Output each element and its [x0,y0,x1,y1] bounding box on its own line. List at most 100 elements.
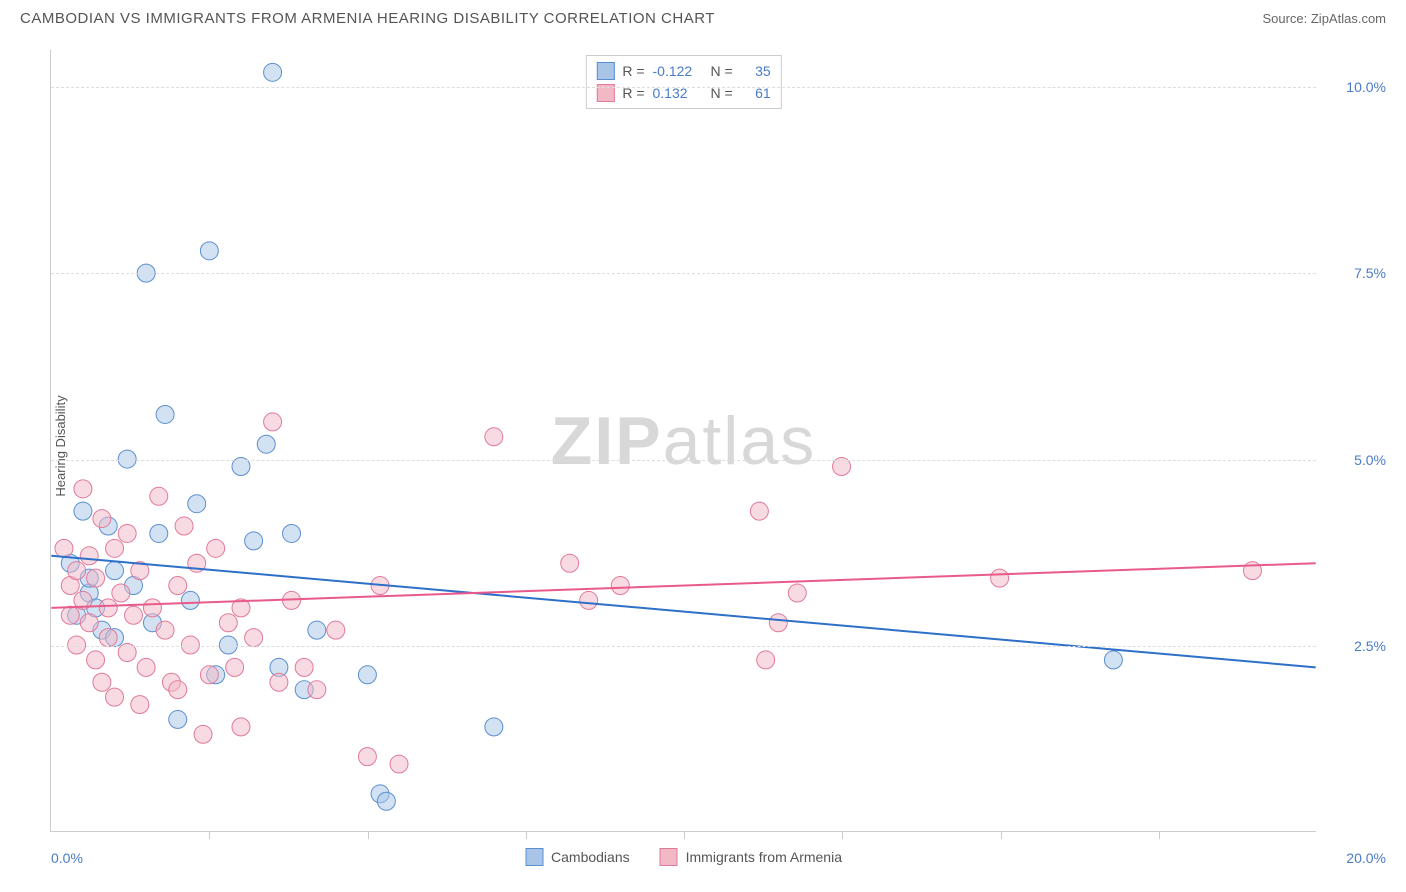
data-point [308,681,326,699]
x-axis-max-label: 20.0% [1346,850,1386,866]
data-point [194,725,212,743]
legend-swatch [596,62,614,80]
data-point [1104,651,1122,669]
data-point [74,480,92,498]
data-point [131,696,149,714]
data-point [80,547,98,565]
data-point [561,554,579,572]
legend-row: R = 0.132 N = 61 [596,82,770,104]
r-label: R = [622,63,644,79]
data-point [156,405,174,423]
source-attribution: Source: ZipAtlas.com [1262,11,1386,26]
x-tick [684,831,685,839]
data-point [87,569,105,587]
data-point [150,524,168,542]
data-point [93,673,111,691]
y-tick-label: 2.5% [1354,638,1386,654]
data-point [757,651,775,669]
data-point [245,629,263,647]
series-name: Cambodians [551,849,630,865]
series-name: Immigrants from Armenia [686,849,842,865]
data-point [580,591,598,609]
series-legend-item: Immigrants from Armenia [660,848,842,866]
data-point [327,621,345,639]
data-point [68,562,86,580]
x-tick [368,831,369,839]
gridline [51,646,1316,647]
data-point [87,651,105,669]
data-point [769,614,787,632]
data-point [485,718,503,736]
data-point [137,658,155,676]
data-point [991,569,1009,587]
data-point [106,688,124,706]
series-legend-item: Cambodians [525,848,630,866]
data-point [295,658,313,676]
data-point [226,658,244,676]
data-point [80,614,98,632]
data-point [169,710,187,728]
data-point [175,517,193,535]
correlation-legend: R = -0.122 N = 35 R = 0.132 N = 61 [585,55,781,109]
legend-row: R = -0.122 N = 35 [596,60,770,82]
legend-swatch [525,848,543,866]
data-point [93,510,111,528]
x-tick [1159,831,1160,839]
data-point [106,539,124,557]
data-point [358,666,376,684]
data-point [232,718,250,736]
data-point [219,614,237,632]
data-point [358,748,376,766]
series-legend: Cambodians Immigrants from Armenia [525,848,842,866]
r-value: -0.122 [653,63,703,79]
data-point [112,584,130,602]
data-point [788,584,806,602]
data-point [270,673,288,691]
data-point [264,63,282,81]
data-point [611,577,629,595]
data-point [188,495,206,513]
x-tick [209,831,210,839]
gridline [51,460,1316,461]
data-point [118,524,136,542]
data-point [377,792,395,810]
data-point [169,577,187,595]
data-point [264,413,282,431]
data-point [308,621,326,639]
data-point [169,681,187,699]
data-point [150,487,168,505]
gridline [51,273,1316,274]
x-tick [842,831,843,839]
x-tick [1001,831,1002,839]
data-point [200,666,218,684]
data-point [485,428,503,446]
data-point [207,539,225,557]
data-point [55,539,73,557]
chart-title: CAMBODIAN VS IMMIGRANTS FROM ARMENIA HEA… [20,10,715,27]
x-tick [526,831,527,839]
y-tick-label: 10.0% [1346,79,1386,95]
data-point [143,599,161,617]
data-point [61,606,79,624]
data-point [750,502,768,520]
data-point [283,524,301,542]
data-point [74,502,92,520]
data-point [99,599,117,617]
x-axis-min-label: 0.0% [51,850,83,866]
data-point [125,606,143,624]
n-label: N = [711,63,733,79]
chart-plot-area: ZIPatlas R = -0.122 N = 35 R = 0.132 N =… [50,50,1316,832]
data-point [200,242,218,260]
data-point [390,755,408,773]
n-value: 35 [741,63,771,79]
data-point [99,629,117,647]
scatter-plot-svg [51,50,1316,831]
y-tick-label: 5.0% [1354,452,1386,468]
legend-swatch [660,848,678,866]
trend-line [51,563,1315,608]
data-point [106,562,124,580]
data-point [257,435,275,453]
y-tick-label: 7.5% [1354,265,1386,281]
data-point [156,621,174,639]
gridline [51,87,1316,88]
